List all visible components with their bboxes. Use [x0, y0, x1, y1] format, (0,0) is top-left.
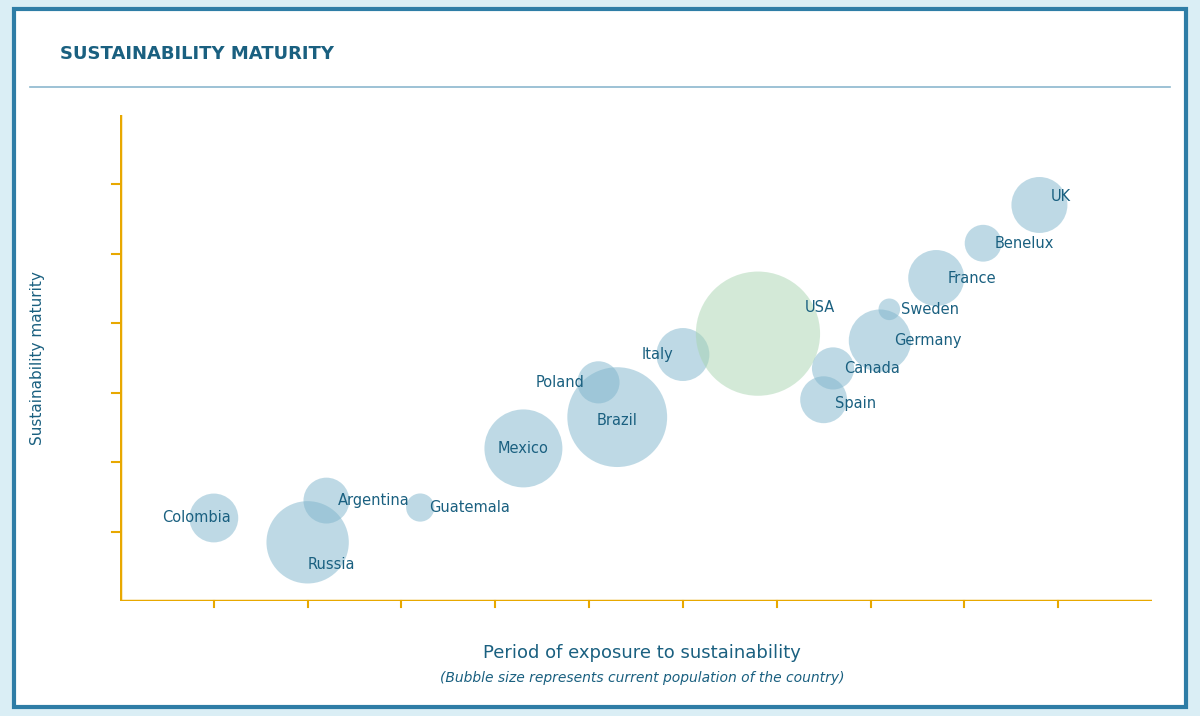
Text: SUSTAINABILITY MATURITY: SUSTAINABILITY MATURITY: [60, 44, 334, 63]
Text: Italy: Italy: [642, 347, 673, 362]
Text: Mexico: Mexico: [498, 441, 548, 456]
Text: UK: UK: [1051, 189, 1070, 204]
Text: Germany: Germany: [894, 333, 961, 348]
Point: [749, 328, 768, 339]
Text: Benelux: Benelux: [995, 236, 1054, 251]
Text: Sustainability maturity: Sustainability maturity: [30, 271, 44, 445]
Text: Russia: Russia: [307, 557, 355, 572]
Text: Brazil: Brazil: [596, 413, 637, 428]
Point: [814, 394, 833, 405]
Text: Guatemala: Guatemala: [430, 500, 510, 515]
Point: [823, 363, 842, 374]
Text: USA: USA: [805, 300, 835, 315]
Point: [317, 495, 336, 506]
Text: Period of exposure to sustainability: Period of exposure to sustainability: [484, 644, 800, 662]
Point: [410, 502, 430, 513]
Point: [926, 272, 946, 284]
Point: [204, 512, 223, 523]
Text: (Bubble size represents current population of the country): (Bubble size represents current populati…: [439, 671, 845, 685]
Point: [589, 377, 608, 388]
Text: Sweden: Sweden: [900, 302, 959, 316]
Text: Spain: Spain: [835, 396, 876, 411]
Text: Argentina: Argentina: [337, 493, 409, 508]
Point: [607, 412, 626, 423]
Text: Canada: Canada: [845, 361, 900, 376]
Point: [1030, 199, 1049, 211]
Point: [870, 335, 889, 347]
Point: [673, 349, 692, 360]
Point: [298, 536, 317, 548]
Text: Colombia: Colombia: [162, 511, 230, 526]
Point: [973, 238, 992, 249]
Text: Poland: Poland: [535, 375, 584, 390]
FancyBboxPatch shape: [14, 9, 1186, 707]
Point: [514, 442, 533, 454]
Point: [880, 304, 899, 315]
Text: France: France: [948, 271, 996, 286]
